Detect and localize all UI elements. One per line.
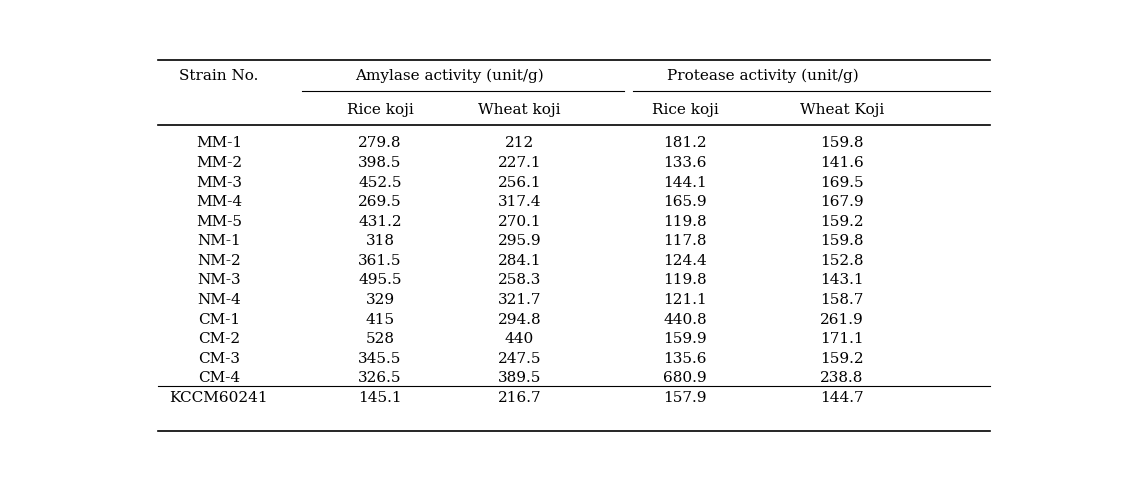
Text: MM-3: MM-3 [196, 175, 242, 189]
Text: 144.7: 144.7 [819, 390, 863, 404]
Text: 133.6: 133.6 [663, 156, 707, 170]
Text: 135.6: 135.6 [663, 351, 707, 365]
Text: CM-4: CM-4 [198, 370, 239, 385]
Text: 159.8: 159.8 [821, 234, 863, 248]
Text: 227.1: 227.1 [498, 156, 542, 170]
Text: 165.9: 165.9 [663, 195, 707, 209]
Text: 398.5: 398.5 [359, 156, 401, 170]
Text: 345.5: 345.5 [359, 351, 401, 365]
Text: Rice koji: Rice koji [346, 102, 414, 116]
Text: 181.2: 181.2 [663, 136, 707, 150]
Text: NM-4: NM-4 [197, 292, 241, 306]
Text: 119.8: 119.8 [663, 273, 707, 287]
Text: NM-3: NM-3 [197, 273, 241, 287]
Text: Wheat Koji: Wheat Koji [799, 102, 883, 116]
Text: 117.8: 117.8 [663, 234, 707, 248]
Text: MM-5: MM-5 [196, 214, 242, 228]
Text: NM-2: NM-2 [197, 253, 241, 267]
Text: NM-1: NM-1 [197, 234, 241, 248]
Text: 261.9: 261.9 [819, 312, 863, 326]
Text: MM-4: MM-4 [196, 195, 242, 209]
Text: 440.8: 440.8 [663, 312, 707, 326]
Text: CM-3: CM-3 [198, 351, 239, 365]
Text: 216.7: 216.7 [498, 390, 542, 404]
Text: 171.1: 171.1 [819, 331, 863, 346]
Text: 431.2: 431.2 [359, 214, 402, 228]
Text: 159.2: 159.2 [819, 214, 863, 228]
Text: 270.1: 270.1 [498, 214, 542, 228]
Text: 167.9: 167.9 [819, 195, 863, 209]
Text: 329: 329 [365, 292, 395, 306]
Text: 326.5: 326.5 [359, 370, 401, 385]
Text: CM-1: CM-1 [198, 312, 239, 326]
Text: 294.8: 294.8 [498, 312, 542, 326]
Text: 256.1: 256.1 [498, 175, 542, 189]
Text: 295.9: 295.9 [498, 234, 542, 248]
Text: 361.5: 361.5 [359, 253, 401, 267]
Text: Strain No.: Strain No. [179, 68, 259, 82]
Text: Protease activity (unit/g): Protease activity (unit/g) [668, 68, 859, 82]
Text: 152.8: 152.8 [821, 253, 863, 267]
Text: Rice koji: Rice koji [652, 102, 718, 116]
Text: 119.8: 119.8 [663, 214, 707, 228]
Text: 321.7: 321.7 [498, 292, 541, 306]
Text: 495.5: 495.5 [359, 273, 401, 287]
Text: Wheat koji: Wheat koji [478, 102, 561, 116]
Text: 389.5: 389.5 [498, 370, 541, 385]
Text: 415: 415 [365, 312, 395, 326]
Text: MM-2: MM-2 [196, 156, 242, 170]
Text: 141.6: 141.6 [819, 156, 863, 170]
Text: 159.2: 159.2 [819, 351, 863, 365]
Text: 269.5: 269.5 [359, 195, 402, 209]
Text: 159.9: 159.9 [663, 331, 707, 346]
Text: 158.7: 158.7 [821, 292, 863, 306]
Text: 440: 440 [505, 331, 534, 346]
Text: KCCM60241: KCCM60241 [170, 390, 269, 404]
Text: 238.8: 238.8 [821, 370, 863, 385]
Text: MM-1: MM-1 [196, 136, 242, 150]
Text: 680.9: 680.9 [663, 370, 707, 385]
Text: 317.4: 317.4 [498, 195, 541, 209]
Text: 169.5: 169.5 [819, 175, 863, 189]
Text: 157.9: 157.9 [663, 390, 707, 404]
Text: 143.1: 143.1 [819, 273, 863, 287]
Text: CM-2: CM-2 [198, 331, 239, 346]
Text: 159.8: 159.8 [821, 136, 863, 150]
Text: 121.1: 121.1 [663, 292, 707, 306]
Text: 318: 318 [365, 234, 395, 248]
Text: 144.1: 144.1 [663, 175, 707, 189]
Text: 452.5: 452.5 [359, 175, 401, 189]
Text: 212: 212 [505, 136, 534, 150]
Text: 284.1: 284.1 [498, 253, 542, 267]
Text: 247.5: 247.5 [498, 351, 541, 365]
Text: 528: 528 [365, 331, 395, 346]
Text: Amylase activity (unit/g): Amylase activity (unit/g) [355, 68, 544, 82]
Text: 145.1: 145.1 [359, 390, 402, 404]
Text: 124.4: 124.4 [663, 253, 707, 267]
Text: 258.3: 258.3 [498, 273, 541, 287]
Text: 279.8: 279.8 [359, 136, 401, 150]
